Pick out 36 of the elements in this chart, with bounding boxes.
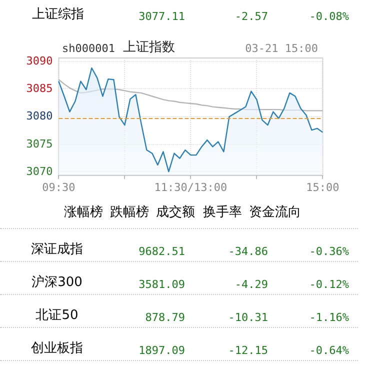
text: -0.12% xyxy=(309,277,349,293)
x-tick-label: 15:00 xyxy=(306,181,340,194)
y-tick-label: 3080 xyxy=(26,110,53,123)
text: 9682.51 xyxy=(138,244,185,260)
text: -1.16% xyxy=(309,310,349,326)
y-tick-label: 3085 xyxy=(26,82,53,95)
text: 上证综指 xyxy=(32,7,84,23)
text: 换手率 xyxy=(203,205,242,221)
x-tick-label: 11:30/13:00 xyxy=(154,181,228,194)
text: 878.79 xyxy=(145,310,185,326)
text: 涨幅榜 xyxy=(64,205,103,221)
y-tick-label: 3070 xyxy=(26,165,53,178)
text: -4.29 xyxy=(234,277,268,293)
text: -10.31 xyxy=(228,310,268,326)
text: -12.15 xyxy=(228,343,268,359)
text: -2.57 xyxy=(234,9,268,25)
text: 创业板指 xyxy=(30,341,84,357)
text: -0.64% xyxy=(309,343,349,359)
text: 1897.09 xyxy=(138,343,185,359)
text: 03-21 15:00 xyxy=(245,42,318,55)
text: -0.08% xyxy=(309,9,349,25)
text: 资金流向 xyxy=(249,205,301,221)
text: 北证50 xyxy=(34,308,80,324)
text: 成交额 xyxy=(156,205,195,221)
text: 3077.11 xyxy=(138,9,185,25)
y-tick-label: 3090 xyxy=(26,54,53,68)
text: -34.86 xyxy=(228,244,268,260)
text: -0.36% xyxy=(309,244,349,260)
text: 跌幅榜 xyxy=(110,205,149,221)
text: 深证成指 xyxy=(30,242,84,258)
chart-subtitle: sh000001 xyxy=(62,42,115,55)
chart-title: 上证指数 xyxy=(123,40,175,55)
y-tick-label: 3075 xyxy=(26,137,53,150)
x-tick-label: 09:30 xyxy=(42,181,76,194)
text: 3581.09 xyxy=(138,277,185,293)
text: 沪深300 xyxy=(30,275,84,291)
